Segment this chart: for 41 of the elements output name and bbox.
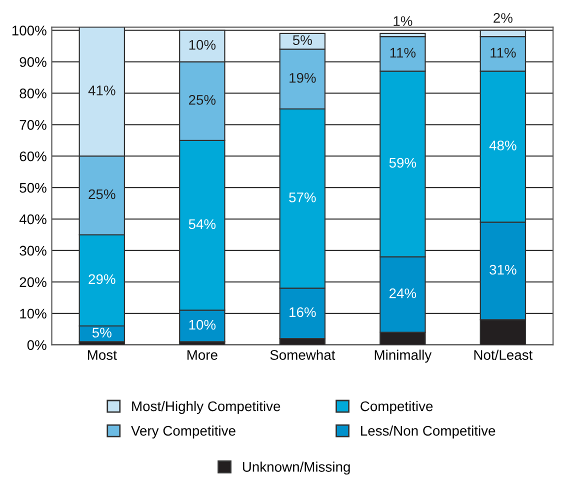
data-label: 59%: [389, 158, 416, 168]
data-label: 54%: [188, 219, 216, 230]
x-tick-label: Minimally: [374, 350, 432, 363]
data-label: 24%: [389, 288, 416, 298]
data-label: 25%: [188, 94, 216, 105]
y-tick-label: 90%: [20, 57, 46, 67]
data-label: 25%: [88, 189, 116, 200]
legend-label: Most/Highly Competitive: [132, 400, 280, 414]
legend-label: Less/Non Competitive: [361, 426, 496, 438]
x-tick-label: More: [187, 350, 218, 360]
data-label: 11%: [490, 48, 516, 58]
y-tick-label: 100%: [12, 26, 46, 36]
data-label: 29%: [88, 274, 116, 284]
legend-label: Very Competitive: [131, 426, 236, 438]
x-tick-label: Not/Least: [474, 350, 533, 360]
data-label: 1%: [394, 16, 412, 26]
data-label: 19%: [290, 72, 316, 83]
y-tick-label: 50%: [20, 182, 46, 193]
y-tick-label: 10%: [20, 308, 46, 319]
y-tick-label: 60%: [20, 151, 46, 162]
y-tick-label: 80%: [20, 88, 46, 98]
data-label: 5%: [292, 35, 312, 46]
data-label: 11%: [390, 48, 416, 58]
x-tick-label: Most: [88, 350, 117, 360]
legend-label: Competitive: [360, 400, 433, 414]
y-tick-label: 20%: [20, 277, 46, 288]
legend-label: Unknown/Missing: [242, 462, 350, 475]
data-label: 57%: [289, 192, 316, 202]
data-label: 41%: [88, 86, 116, 96]
data-label: 5%: [92, 328, 112, 338]
data-label: 2%: [494, 13, 512, 23]
data-label: 16%: [290, 307, 316, 318]
data-label: 10%: [189, 320, 216, 330]
data-label: 10%: [189, 40, 216, 50]
y-tick-label: 0%: [27, 340, 46, 350]
data-label: 31%: [490, 264, 516, 275]
data-label: 48%: [489, 140, 516, 150]
y-tick-label: 30%: [20, 246, 46, 256]
x-tick-label: Somewhat: [270, 350, 336, 360]
y-tick-label: 40%: [19, 214, 46, 224]
y-tick-label: 70%: [20, 120, 46, 130]
